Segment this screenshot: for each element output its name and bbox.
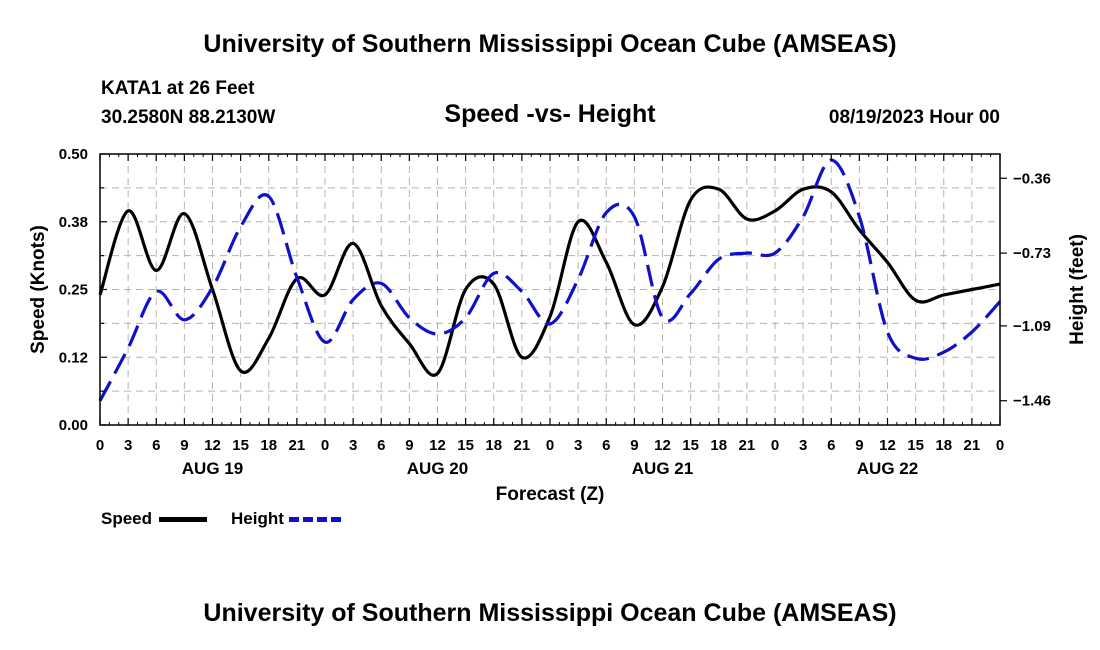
bottom-title: University of Southern Mississippi Ocean…	[203, 599, 897, 627]
x-tick-label: 3	[349, 437, 357, 454]
y-tick-label-right: −0.36	[1013, 170, 1051, 187]
x-tick-label: 18	[935, 437, 952, 454]
x-tick-label: 21	[964, 437, 981, 454]
x-tick-label: 12	[879, 437, 896, 454]
x-axis-title: Forecast (Z)	[496, 484, 605, 505]
x-tick-label: 9	[405, 437, 413, 454]
x-tick-label: 12	[429, 437, 446, 454]
x-tick-label: 21	[739, 437, 756, 454]
y-tick-label-left: 0.25	[59, 282, 88, 299]
series-height-line	[98, 158, 1002, 402]
x-tick-label: 15	[457, 437, 474, 454]
x-tick-label: 18	[260, 437, 277, 454]
x-tick-label: 9	[630, 437, 638, 454]
legend-speed-swatch	[158, 517, 207, 523]
x-tick-label: 0	[996, 437, 1004, 454]
x-tick-label: 12	[654, 437, 671, 454]
y-tick-label-left: 0.38	[59, 214, 88, 231]
x-tick-label: 21	[514, 437, 531, 454]
forecast-datetime: 08/19/2023 Hour 00	[828, 107, 1000, 128]
x-tick-label: 12	[204, 437, 221, 454]
legend-height-swatch	[288, 517, 341, 523]
legend-speed-label: Speed	[101, 509, 153, 528]
x-tick-label: 6	[377, 437, 385, 454]
y-tick-label-right: −1.46	[1013, 393, 1051, 410]
legend-speed: Speed	[101, 509, 207, 529]
series-speed-line	[98, 185, 1001, 377]
legend-height: Height	[231, 509, 341, 529]
y-axis-title-left: Speed (Knots)	[28, 225, 49, 354]
x-tick-label: 15	[232, 437, 249, 454]
x-tick-label: 18	[485, 437, 502, 454]
axis-ticks	[99, 153, 1007, 426]
x-tick-label: 15	[907, 437, 924, 454]
x-tick-label: 0	[96, 437, 104, 454]
y-tick-label-right: −1.09	[1013, 318, 1051, 335]
legend-height-label: Height	[231, 509, 284, 528]
y-axis-title-right: Height (feet)	[1067, 234, 1088, 345]
chart-subtitle: Speed -vs- Height	[444, 100, 656, 128]
day-label: AUG 22	[857, 459, 918, 478]
day-label: AUG 20	[407, 459, 468, 478]
x-tick-label: 21	[289, 437, 306, 454]
day-label: AUG 21	[632, 459, 693, 478]
x-tick-label: 0	[546, 437, 554, 454]
station-label: KATA1 at 26 Feet	[101, 78, 255, 99]
x-tick-label: 6	[602, 437, 610, 454]
y-tick-label-left: 0.00	[59, 417, 88, 434]
grid-lines	[100, 154, 1000, 425]
y-tick-label-right: −0.73	[1013, 245, 1051, 262]
x-tick-label: 15	[682, 437, 699, 454]
x-tick-label: 6	[827, 437, 835, 454]
x-tick-label: 3	[574, 437, 582, 454]
x-tick-label: 3	[799, 437, 807, 454]
coordinates-label: 30.2580N 88.2130W	[101, 107, 276, 128]
x-tick-label: 9	[180, 437, 188, 454]
y-tick-label-left: 0.50	[59, 146, 88, 163]
x-tick-label: 3	[124, 437, 132, 454]
x-tick-label: 0	[771, 437, 779, 454]
x-tick-label: 18	[710, 437, 727, 454]
y-tick-label-left: 0.12	[59, 349, 88, 366]
x-tick-label: 0	[321, 437, 329, 454]
chart-title: University of Southern Mississippi Ocean…	[203, 30, 897, 58]
x-tick-label: 6	[152, 437, 160, 454]
day-label: AUG 19	[182, 459, 243, 478]
series-lines	[98, 158, 1002, 402]
x-tick-label: 9	[855, 437, 863, 454]
axis-labels: 0.00 0.12 0.25 0.38 0.50 −0.36 −0.73 −1.09 −1.46…	[28, 146, 1088, 505]
